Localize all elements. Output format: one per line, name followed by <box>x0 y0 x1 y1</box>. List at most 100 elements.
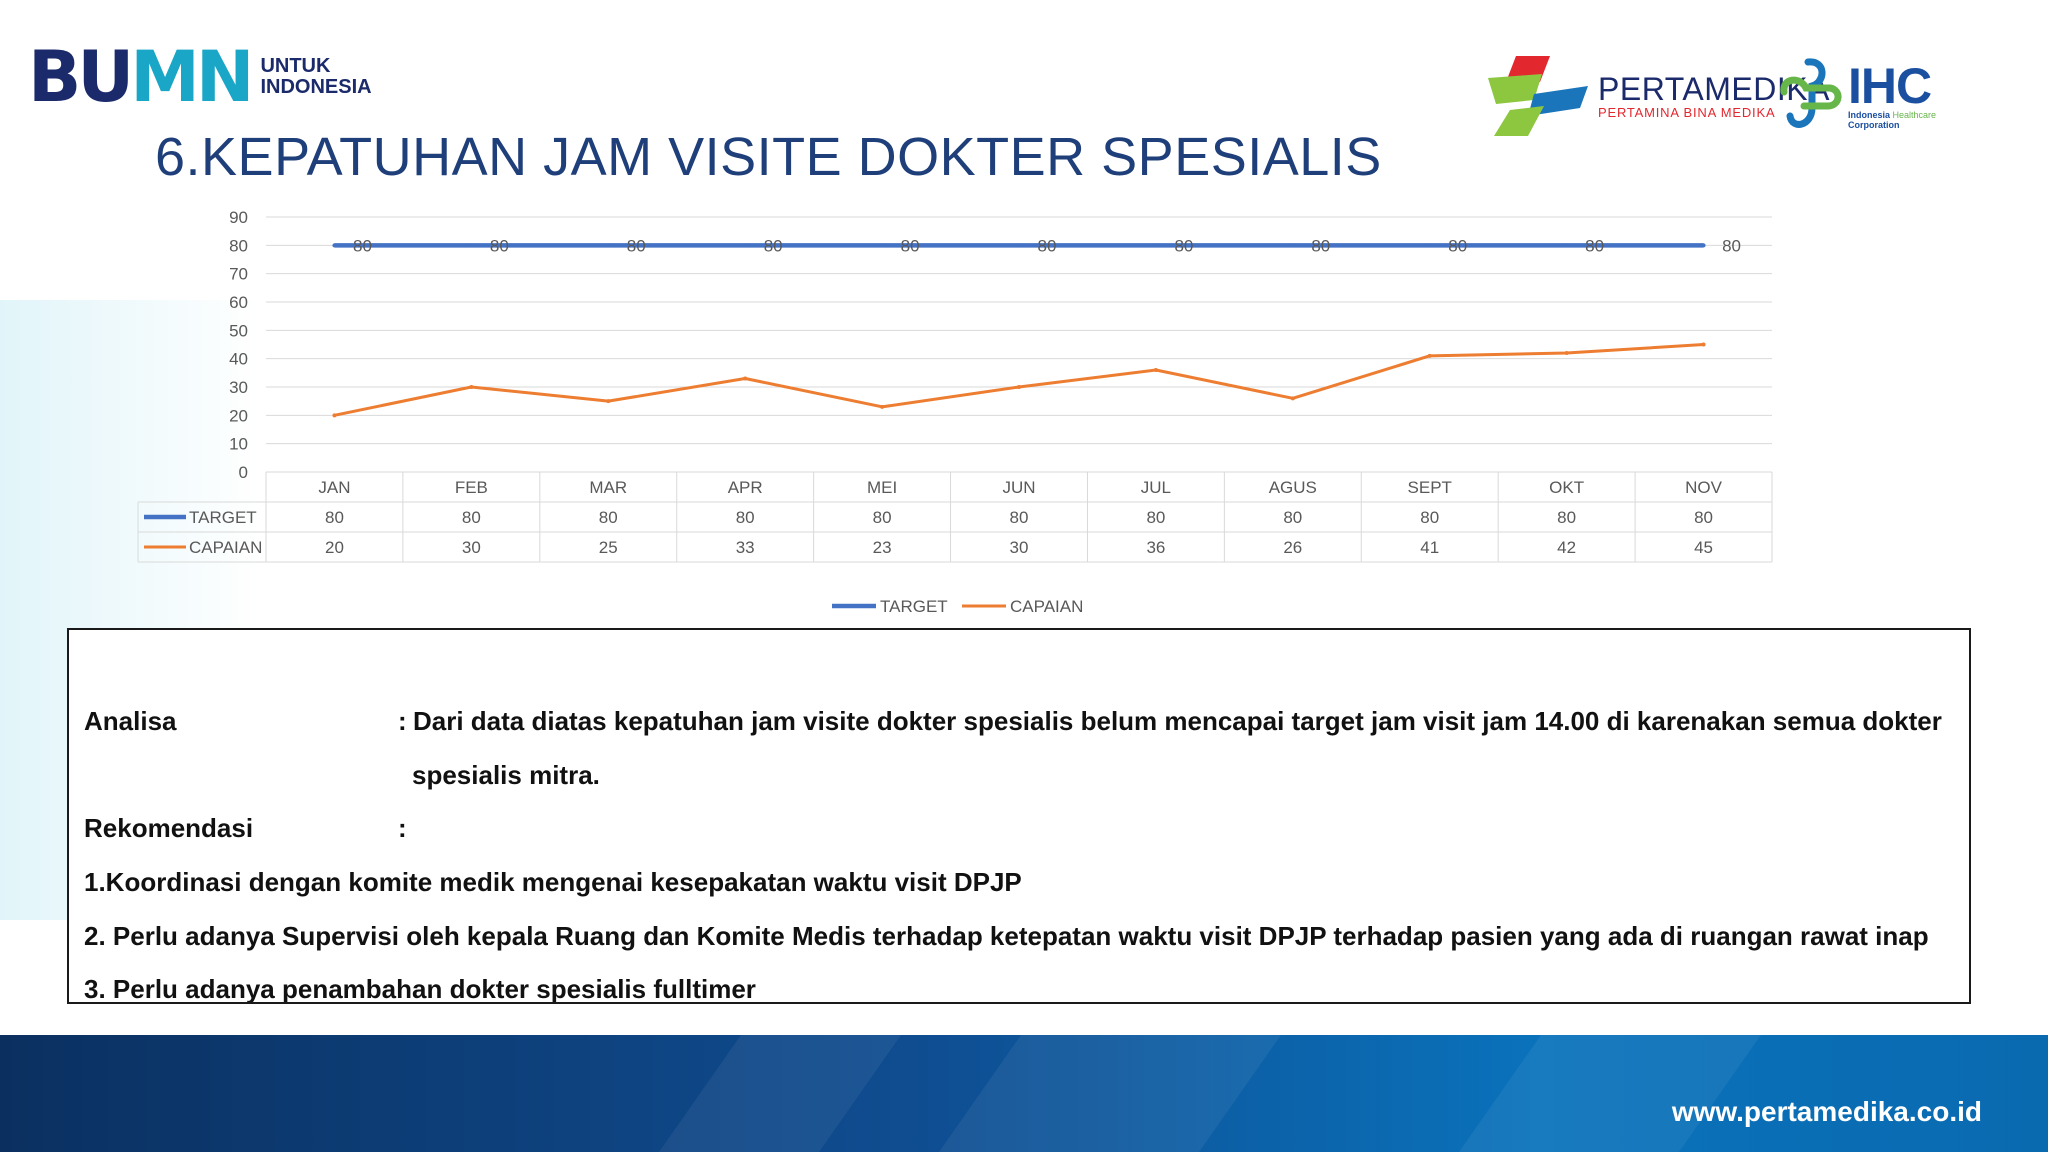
data-point-capaian-4 <box>880 404 885 409</box>
y-tick-label-30: 30 <box>229 378 248 397</box>
y-tick-label-60: 60 <box>229 293 248 312</box>
table-cell-target-2: 80 <box>599 508 618 527</box>
table-cell-target-10: 80 <box>1694 508 1713 527</box>
data-point-target-7 <box>1290 243 1295 248</box>
data-point-capaian-3 <box>743 376 748 381</box>
analysis-box: Analisa : Dari data diatas kepatuhan jam… <box>67 628 1971 1004</box>
legend-label-target: TARGET <box>880 597 948 616</box>
ihc-name: IHC <box>1848 58 1932 114</box>
data-point-target-5 <box>1017 243 1021 248</box>
data-point-target-3 <box>743 243 748 248</box>
data-point-target-8 <box>1427 243 1432 248</box>
table-cell-target-0: 80 <box>325 508 344 527</box>
analysis-text-line1: Dari data diatas kepatuhan jam visite do… <box>413 706 1942 736</box>
y-tick-label-20: 20 <box>229 406 248 425</box>
recommendation-item-1: 1.Koordinasi dengan komite medik mengena… <box>84 867 1022 897</box>
data-point-capaian-7 <box>1290 396 1295 401</box>
table-cell-capaian-7: 26 <box>1283 538 1302 557</box>
analysis-text-line2: spesialis mitra. <box>412 760 600 790</box>
x-category-label-jun: JUN <box>1002 478 1035 497</box>
x-category-label-mar: MAR <box>589 478 627 497</box>
data-point-capaian-2 <box>606 399 611 404</box>
x-category-label-mei: MEI <box>867 478 897 497</box>
y-tick-label-70: 70 <box>229 265 248 284</box>
analysis-colon: : <box>398 706 407 736</box>
table-cell-capaian-1: 30 <box>462 538 481 557</box>
bumn-logo-line1: UNTUK <box>260 55 331 77</box>
data-point-target-6 <box>1153 243 1158 248</box>
recommendation-colon: : <box>398 813 407 843</box>
table-cell-target-6: 80 <box>1146 508 1165 527</box>
pertamedika-sub: PERTAMINA BINA MEDIKA <box>1598 104 1776 120</box>
page-title: 6.KEPATUHAN JAM VISITE DOKTER SPESIALIS <box>155 127 1382 187</box>
data-label-target-10: 80 <box>1722 236 1741 255</box>
data-point-capaian-6 <box>1153 368 1158 372</box>
x-category-label-sept: SEPT <box>1408 478 1452 497</box>
bumn-logo: BUMN UNTUK INDONESIA <box>28 42 372 112</box>
data-point-capaian-10 <box>1701 342 1706 347</box>
ihc-logo: IHC Indonesia Healthcare Corporation <box>1778 56 1936 136</box>
table-cell-target-7: 80 <box>1283 508 1302 527</box>
table-cell-target-4: 80 <box>873 508 892 527</box>
ihc-sub: Indonesia Healthcare Corporation <box>1848 110 1936 130</box>
x-category-label-agus: AGUS <box>1269 478 1317 497</box>
recommendation-item-2: 2. Perlu adanya Supervisi oleh kepala Ru… <box>84 921 1929 951</box>
ihc-logo-icon <box>1780 58 1842 128</box>
data-point-target-10 <box>1701 243 1706 248</box>
data-label-target-4: 80 <box>901 236 920 255</box>
footer-bar <box>0 1035 2048 1152</box>
x-category-label-feb: FEB <box>455 478 488 497</box>
ihc-sub-3: Corporation <box>1848 120 1900 130</box>
data-label-target-8: 80 <box>1448 236 1467 255</box>
table-cell-target-3: 80 <box>736 508 755 527</box>
data-point-capaian-5 <box>1017 385 1021 389</box>
data-point-target-4 <box>880 243 885 248</box>
data-label-target-1: 80 <box>490 236 509 255</box>
data-point-capaian-0 <box>332 413 337 418</box>
legend-label-capaian: CAPAIAN <box>1010 597 1083 616</box>
table-cell-target-5: 80 <box>1010 508 1029 527</box>
data-point-capaian-9 <box>1564 351 1569 355</box>
data-point-target-2 <box>606 243 611 248</box>
data-point-target-9 <box>1564 243 1569 248</box>
table-cell-capaian-8: 41 <box>1420 538 1439 557</box>
recommendation-item-3: 3. Perlu adanya penambahan dokter spesia… <box>84 974 756 1004</box>
y-tick-label-50: 50 <box>229 321 248 340</box>
data-point-target-0 <box>332 243 337 248</box>
table-cell-capaian-4: 23 <box>873 538 892 557</box>
table-cell-target-9: 80 <box>1557 508 1576 527</box>
series-line-capaian <box>334 343 1704 417</box>
y-tick-label-40: 40 <box>229 350 248 369</box>
footer-url: www.pertamedika.co.id <box>1671 1096 1982 1127</box>
table-cell-capaian-2: 25 <box>599 538 618 557</box>
data-label-target-3: 80 <box>764 236 783 255</box>
table-cell-target-8: 80 <box>1420 508 1439 527</box>
x-category-label-okt: OKT <box>1549 478 1584 497</box>
y-tick-label-0: 0 <box>239 463 248 482</box>
line-chart: 0 10 20 30 40 50 60 70 80 90 JAN FEB MAR APR MEI JUN JUL… <box>137 208 1773 616</box>
data-label-target-9: 80 <box>1585 236 1604 255</box>
pertamedika-logo-icon <box>1488 56 1588 136</box>
bumn-logo-line2: INDONESIA <box>260 76 372 98</box>
x-category-label-apr: APR <box>728 478 763 497</box>
data-label-target-0: 80 <box>353 236 372 255</box>
data-point-capaian-8 <box>1427 353 1432 358</box>
data-point-target-1 <box>469 243 474 248</box>
table-cell-capaian-0: 20 <box>325 538 344 557</box>
analysis-label: Analisa <box>84 706 177 736</box>
y-tick-label-10: 10 <box>229 435 248 454</box>
data-label-target-6: 80 <box>1174 236 1193 255</box>
table-cell-capaian-3: 33 <box>736 538 755 557</box>
recommendation-label: Rekomendasi <box>84 813 254 843</box>
x-category-label-jul: JUL <box>1141 478 1171 497</box>
x-category-label-nov: NOV <box>1685 478 1723 497</box>
pertamedika-logo: PERTAMEDIKA PERTAMINA BINA MEDIKA <box>1488 56 1830 136</box>
table-cell-capaian-10: 45 <box>1694 538 1713 557</box>
data-label-target-2: 80 <box>627 236 646 255</box>
table-cell-capaian-5: 30 <box>1010 538 1029 557</box>
ihc-sub-1: Indonesia <box>1848 110 1891 120</box>
y-tick-label-90: 90 <box>229 208 248 227</box>
x-category-label-jan: JAN <box>318 478 350 497</box>
data-point-capaian-1 <box>469 385 474 389</box>
table-row-label-target: TARGET <box>189 508 257 527</box>
